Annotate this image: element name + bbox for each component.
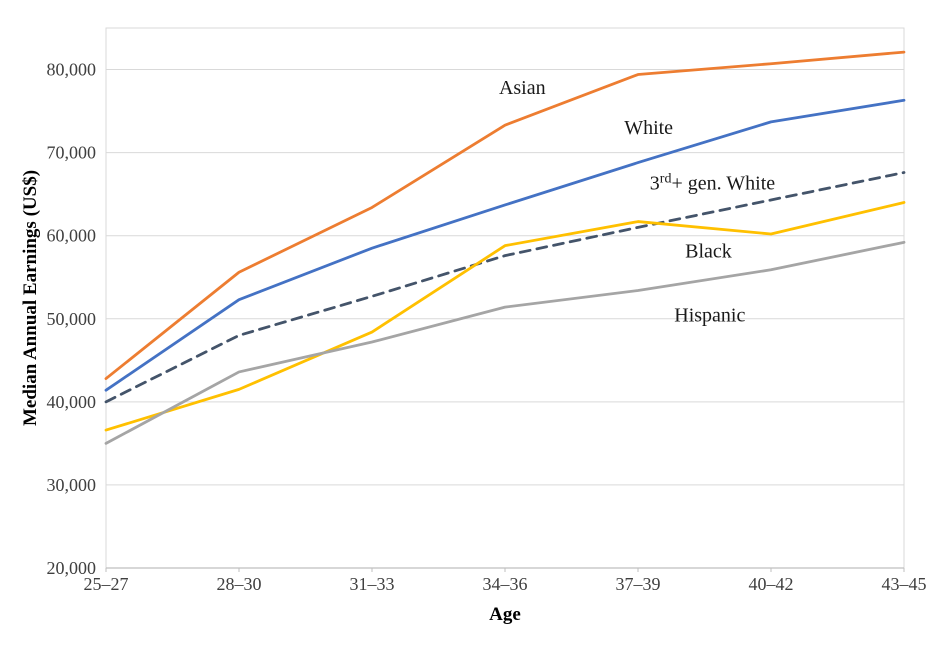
y-tick-label: 40,000 bbox=[47, 392, 97, 412]
y-axis-title: Median Annual Earnings (US$) bbox=[20, 170, 41, 426]
series-line-white bbox=[104, 98, 906, 392]
x-tick-label: 43–45 bbox=[882, 574, 927, 594]
series-line-black bbox=[104, 201, 906, 432]
y-tick-label: 50,000 bbox=[47, 309, 97, 329]
x-tick-label: 37–39 bbox=[616, 574, 661, 594]
x-tick-label: 40–42 bbox=[749, 574, 794, 594]
series-label-black: Black bbox=[685, 241, 732, 263]
series-line-hispanic bbox=[104, 240, 906, 445]
label-layer: 20,000 30,000 40,000 50,000 60,000 70,000 80,0… bbox=[47, 60, 927, 594]
y-tick-label: 80,000 bbox=[47, 60, 97, 80]
x-tick-label: 34–36 bbox=[483, 574, 528, 594]
x-tick-label: 28–30 bbox=[217, 574, 262, 594]
grid-layer bbox=[105, 27, 905, 572]
series-layer bbox=[104, 50, 906, 445]
series-label-3rd-gen-white: 3rd+ gen. White bbox=[650, 172, 775, 195]
plot-frame bbox=[105, 27, 905, 569]
y-tick-label: 70,000 bbox=[47, 143, 97, 163]
y-tick-label: 60,000 bbox=[47, 226, 97, 246]
x-tick-label: 31–33 bbox=[350, 574, 395, 594]
y-tick-label: 20,000 bbox=[47, 558, 97, 578]
x-axis-title: Age bbox=[489, 604, 521, 625]
series-line-asian bbox=[104, 50, 906, 380]
series-label-asian: Asian bbox=[499, 77, 546, 99]
x-tick-label: 25–27 bbox=[84, 574, 129, 594]
series-line-3rd-gen-white bbox=[104, 171, 906, 404]
series-label-white: White bbox=[624, 117, 673, 139]
series-label-hispanic: Hispanic bbox=[674, 305, 745, 327]
y-tick-label: 30,000 bbox=[47, 475, 97, 495]
